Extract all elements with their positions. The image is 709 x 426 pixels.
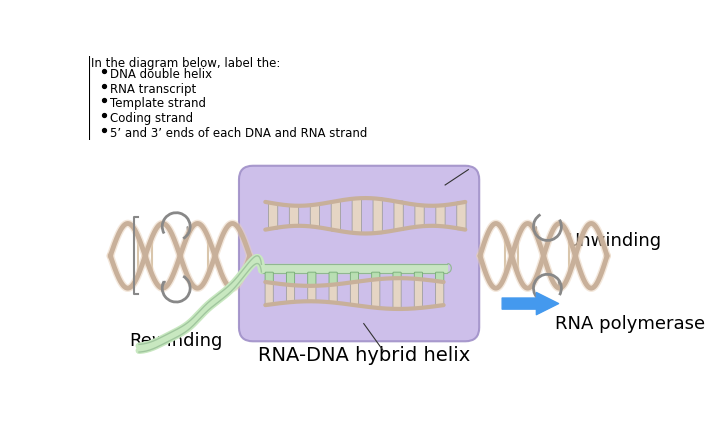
Text: RNA-DNA hybrid helix: RNA-DNA hybrid helix (257, 345, 470, 364)
Text: RNA polymerase: RNA polymerase (555, 314, 705, 332)
FancyBboxPatch shape (372, 279, 380, 308)
FancyBboxPatch shape (286, 273, 295, 286)
FancyBboxPatch shape (372, 273, 380, 280)
FancyBboxPatch shape (329, 285, 337, 303)
FancyBboxPatch shape (393, 273, 401, 279)
FancyBboxPatch shape (311, 204, 320, 228)
Text: Coding strand: Coding strand (111, 112, 194, 125)
FancyBboxPatch shape (457, 202, 466, 230)
FancyBboxPatch shape (265, 282, 273, 305)
FancyBboxPatch shape (414, 273, 423, 280)
FancyBboxPatch shape (308, 273, 316, 287)
Text: In the diagram below, label the:: In the diagram below, label the: (91, 57, 280, 70)
FancyBboxPatch shape (329, 273, 337, 286)
FancyBboxPatch shape (352, 198, 362, 234)
FancyBboxPatch shape (269, 203, 278, 230)
Text: DNA double helix: DNA double helix (111, 68, 213, 81)
FancyBboxPatch shape (394, 201, 403, 231)
FancyBboxPatch shape (286, 285, 295, 303)
FancyBboxPatch shape (350, 282, 359, 306)
FancyArrowPatch shape (502, 293, 559, 315)
FancyBboxPatch shape (265, 273, 273, 283)
FancyBboxPatch shape (435, 281, 444, 307)
FancyBboxPatch shape (415, 205, 424, 228)
Text: Rewinding: Rewinding (130, 331, 223, 349)
FancyBboxPatch shape (350, 273, 359, 283)
Text: Template strand: Template strand (111, 97, 206, 110)
FancyBboxPatch shape (373, 199, 382, 234)
Text: RNA transcript: RNA transcript (111, 83, 196, 95)
Text: Unwinding: Unwinding (566, 232, 662, 250)
FancyBboxPatch shape (331, 201, 340, 232)
FancyBboxPatch shape (239, 166, 479, 342)
FancyBboxPatch shape (393, 278, 401, 310)
FancyBboxPatch shape (308, 285, 316, 302)
FancyBboxPatch shape (436, 205, 445, 227)
FancyBboxPatch shape (289, 205, 298, 227)
Text: 5’ and 3’ ends of each DNA and RNA strand: 5’ and 3’ ends of each DNA and RNA stran… (111, 127, 368, 139)
FancyBboxPatch shape (414, 279, 423, 309)
FancyBboxPatch shape (435, 273, 444, 282)
